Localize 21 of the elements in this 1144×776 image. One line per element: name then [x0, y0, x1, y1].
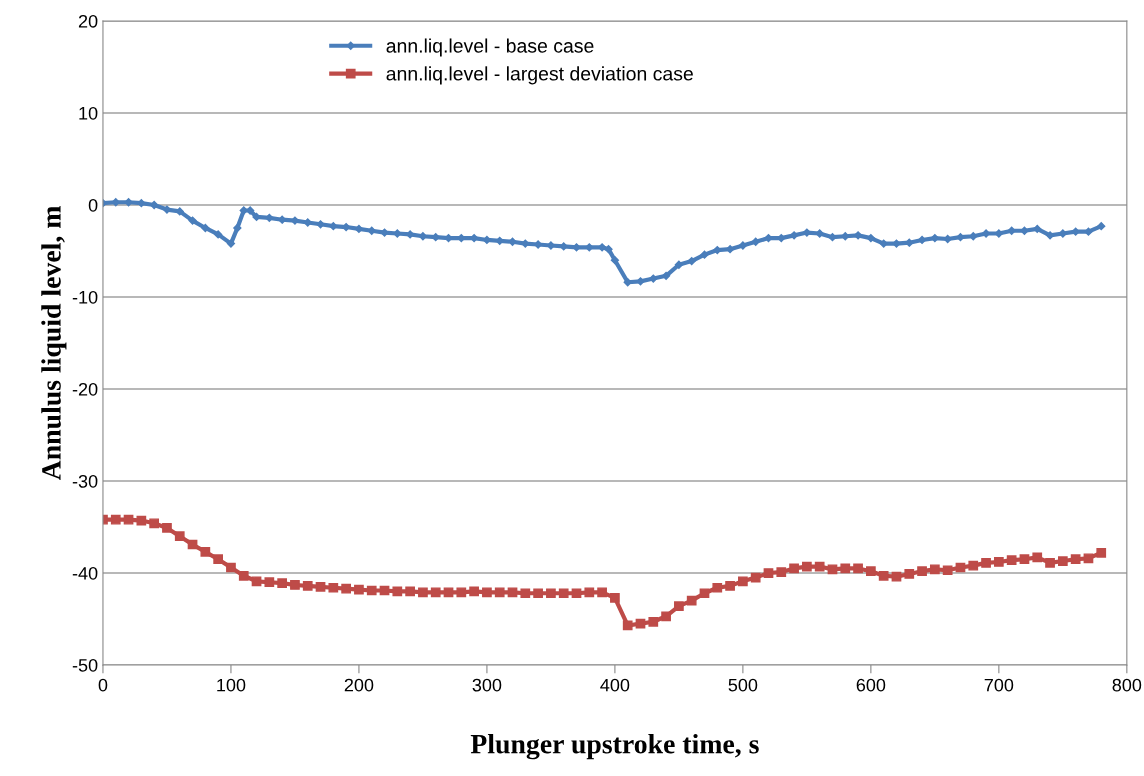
- y-axis-title: Annulus liquid level, m: [41, 206, 67, 481]
- x-tick-label: 0: [98, 678, 108, 692]
- x-tick-label: 200: [344, 678, 374, 692]
- x-tick-label: 800: [1112, 678, 1142, 692]
- y-tick-label: -50: [72, 658, 98, 672]
- y-tick-label: 0: [88, 198, 98, 212]
- legend-label: ann.liq.level - base case: [386, 38, 594, 57]
- y-tick-label: -30: [72, 474, 98, 488]
- x-tick-label: 600: [856, 678, 886, 692]
- y-tick-label: -40: [72, 566, 98, 580]
- y-tick-label: 20: [78, 14, 98, 28]
- x-tick-label: 300: [472, 678, 502, 692]
- x-tick-label: 100: [217, 678, 246, 692]
- x-tick-label: 500: [728, 678, 758, 692]
- y-tick-label: -20: [72, 382, 98, 396]
- x-tick-label: 400: [600, 678, 630, 692]
- y-tick-label: 10: [79, 106, 98, 120]
- legend-label: ann.liq.level - largest deviation case: [386, 66, 693, 85]
- y-tick-label: -10: [72, 290, 98, 304]
- x-tick-label: 700: [984, 678, 1014, 692]
- x-axis-title: Plunger upstroke time, s: [470, 733, 759, 760]
